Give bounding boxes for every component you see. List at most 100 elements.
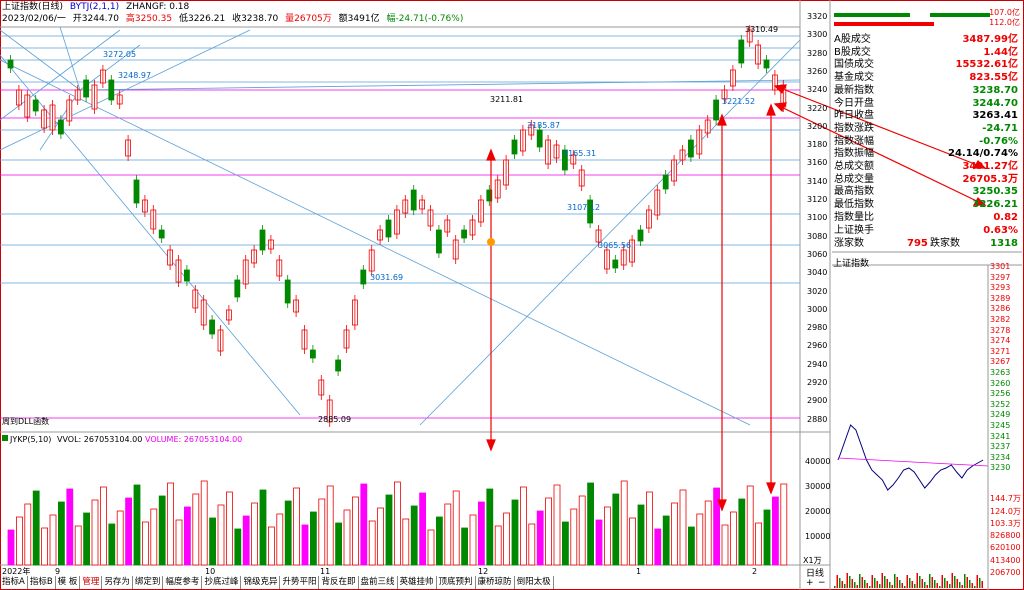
info-row: 指数量比 0.82: [832, 212, 1020, 224]
price-tick: 2980: [807, 323, 828, 333]
tab-6[interactable]: 幅度参考: [163, 576, 203, 589]
chart-header: 上证指数(日线) BYTJ(2,1,1) ZHANGF: 0.18 2023/0…: [2, 1, 797, 27]
zoom-in-button[interactable]: +: [806, 578, 814, 588]
volume-bar: [570, 508, 578, 566]
volume-bar: [377, 507, 385, 566]
info-label: 指数振幅: [834, 148, 874, 160]
tab-4[interactable]: 另存为: [102, 576, 133, 589]
info-row: 最新指数 3238.70: [832, 85, 1020, 97]
price-axis: 3320 3300 3280 3260 3240 3220 3200 3180 3160 3140…: [803, 0, 831, 430]
volume-bar: [200, 480, 208, 566]
info-label: 最低指数: [834, 199, 874, 211]
volume-bar: [192, 493, 200, 566]
volume-bar: [486, 488, 494, 566]
tab-13[interactable]: 顶底预判: [437, 576, 476, 589]
open-value: 开3244.70: [72, 14, 119, 24]
volume-bar: [545, 497, 552, 566]
tab-2[interactable]: 模 板: [56, 576, 81, 589]
tab-14[interactable]: 康桥琼防: [476, 576, 515, 589]
volume-bar: [620, 480, 628, 566]
info-row: 最高指数 3250.35: [832, 186, 1020, 198]
price-tick: 3260: [807, 66, 828, 76]
volume-bar: [150, 508, 158, 566]
tab-0[interactable]: 指标A: [0, 576, 28, 589]
trend-lines: [0, 26, 801, 426]
volume-bar: [755, 522, 762, 566]
tab-1[interactable]: 指标B: [28, 576, 56, 589]
zhangf-value: ZHANGF: 0.18: [126, 2, 190, 12]
volume-bar: [351, 496, 359, 566]
tab-7[interactable]: 抄底过峰: [202, 576, 242, 589]
volume-bar: [108, 523, 116, 566]
price-tick: 2920: [807, 378, 828, 387]
signal-marker: [487, 238, 495, 246]
info-row: A股成交 3487.99亿: [832, 34, 1020, 46]
mini-price-tick: 3256: [990, 389, 1011, 399]
volume-bar: [738, 498, 746, 566]
mini-price-tick: 3230: [990, 463, 1011, 473]
volume-bar: [242, 515, 250, 566]
volume-bar: [309, 511, 317, 566]
vol-tick: 30000: [805, 482, 831, 491]
info-value: 3250.35: [972, 186, 1018, 198]
volume-bar: [688, 526, 695, 566]
daily-button[interactable]: 日线: [806, 569, 825, 579]
volume-bar: [91, 499, 99, 566]
info-label: 昨日收盘: [834, 110, 874, 122]
info-row: 总成交量 26705.3万: [832, 174, 1020, 186]
volume-bar: [704, 500, 712, 566]
bar1-value: 107.0亿: [989, 8, 1020, 17]
volume-bar: [125, 497, 132, 566]
volume-bar: [58, 501, 65, 566]
tab-11[interactable]: 盘前三线: [359, 576, 398, 589]
volume-value: 量26705万: [285, 14, 332, 24]
volume-bar: [679, 489, 687, 566]
mini-price-tick: 3263: [990, 368, 1011, 377]
tab-15[interactable]: 倒阳太极: [515, 576, 554, 589]
zoom-out-button[interactable]: −: [818, 578, 826, 588]
price-tick: 3100: [807, 213, 828, 223]
mini-price-tick: 3278: [990, 325, 1011, 335]
info-value: 26705.3万: [962, 173, 1018, 185]
volume-bar: [66, 488, 74, 566]
high-value: 高3250.35: [125, 14, 173, 24]
tab-9[interactable]: 升势平阳: [280, 576, 320, 589]
tab-8[interactable]: 锦级克异: [241, 576, 281, 589]
volume-bar: [696, 513, 704, 566]
volume-bar: [74, 525, 82, 566]
info-row: 最低指数 3226.21: [832, 199, 1020, 211]
info-value: 15532.61亿: [955, 59, 1018, 71]
volume-bar: [158, 495, 166, 566]
label-3211: 3211.81: [490, 95, 523, 104]
price-tick: 3020: [807, 286, 828, 296]
tab-5[interactable]: 绑定到: [133, 576, 164, 589]
indicator-name: BYTJ(2,1,1): [69, 2, 120, 12]
volume-bar: [100, 486, 107, 566]
info-value: 3487.99亿: [962, 34, 1018, 45]
info-label: 上证换手: [834, 224, 874, 236]
annotation-arrows: [486, 84, 987, 512]
price-tick: 3220: [807, 103, 828, 113]
volume-bar: [461, 527, 469, 566]
volume-bar: [167, 482, 175, 566]
info-label: 国债成交: [834, 59, 874, 71]
tab-10[interactable]: 背反在即: [319, 576, 359, 589]
tab-12[interactable]: 英雄挂帅: [398, 576, 437, 589]
info-row: 国债成交 15532.61亿: [832, 59, 1020, 71]
mini-price-tick: 3249: [990, 410, 1011, 420]
volume-bar: [209, 517, 217, 566]
date-label: 2023/02/06/一: [2, 14, 66, 24]
price-tick: 3320: [807, 12, 828, 21]
price-tick: 3000: [807, 304, 828, 314]
info-panel: 107.0亿 112.0亿 A股成交 3487.99亿 B股成交 1.44亿 国债成交 1…: [832, 0, 1022, 250]
volume-bar: [469, 514, 477, 566]
volume-bar: [360, 483, 368, 566]
volume-bar: [435, 516, 443, 566]
mini-price-tick: 3237: [990, 442, 1011, 452]
info-value: 24.14/0.74%: [948, 148, 1018, 160]
info-label: 今日开盘: [834, 97, 874, 109]
tab-3[interactable]: 管理: [80, 576, 103, 589]
volume-bar: [326, 485, 334, 566]
volume-bar: [595, 519, 603, 566]
